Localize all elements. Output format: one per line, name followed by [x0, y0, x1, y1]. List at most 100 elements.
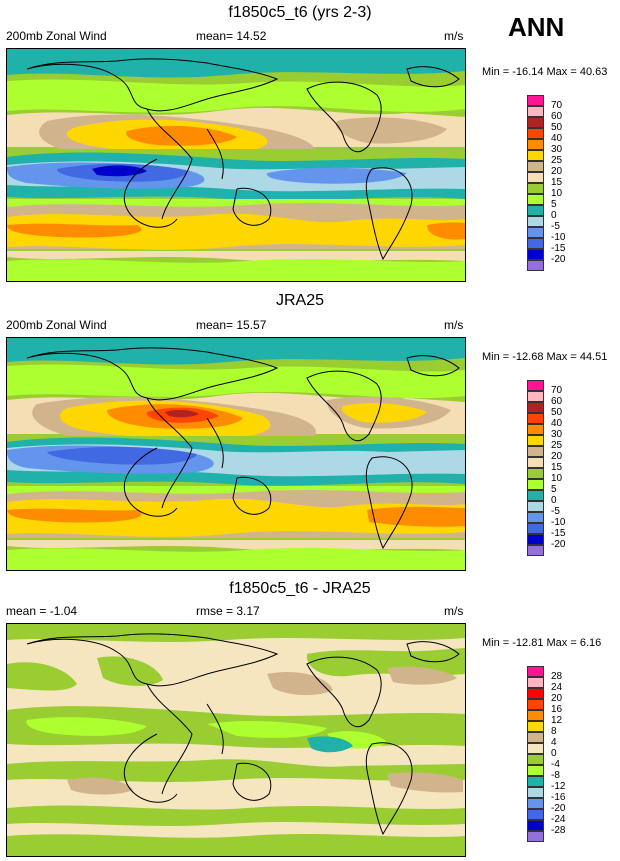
panel-3-contour-plot	[7, 624, 465, 856]
colorbar-tick-label: 15	[551, 177, 563, 188]
panel-2-mean: mean= 15.57	[196, 318, 267, 332]
panel-2-title: JRA25	[275, 292, 325, 309]
colorbar-swatch	[527, 765, 544, 776]
colorbar-tick-label: -20	[551, 803, 566, 814]
colorbar-tick-label: 16	[551, 704, 563, 715]
colorbar-swatch	[527, 479, 544, 490]
colorbar-tick-label: 0	[551, 495, 557, 506]
colorbar-tick-label: 60	[551, 396, 563, 407]
colorbar-swatch	[527, 820, 544, 831]
colorbar-swatch	[527, 205, 544, 216]
panel-3-mean: mean = -1.04	[6, 604, 78, 618]
colorbar-tick-label: 28	[551, 671, 563, 682]
colorbar-swatch	[527, 106, 544, 117]
colorbar-tick-label: 5	[551, 199, 557, 210]
panel-3-map	[6, 623, 466, 857]
panel-3-colorbar: 28 24 20 16 12 8 4 0 -4 -8 -12 -16 -20 -24 -28	[527, 666, 565, 842]
colorbar-tick-label: 50	[551, 407, 563, 418]
colorbar-swatch	[527, 139, 544, 150]
colorbar-swatch	[527, 490, 544, 501]
colorbar-swatch	[527, 183, 544, 194]
colorbar-swatch	[527, 413, 544, 424]
colorbar-swatch	[527, 117, 544, 128]
colorbar-tick-label: -10	[551, 232, 566, 243]
colorbar-tick-label: 20	[551, 693, 563, 704]
colorbar-tick-label: 10	[551, 473, 563, 484]
panel-2-units: m/s	[444, 318, 464, 332]
colorbar-tick-label: 20	[551, 451, 563, 462]
colorbar-swatch	[527, 391, 544, 402]
colorbar-swatch	[527, 809, 544, 820]
colorbar-swatch	[527, 710, 544, 721]
colorbar-tick-label: -20	[551, 254, 566, 265]
colorbar-tick-label: 4	[551, 737, 557, 748]
colorbar-tick-label: -5	[551, 221, 560, 232]
colorbar-swatch	[527, 677, 544, 688]
colorbar-tick-label: -15	[551, 528, 566, 539]
colorbar-tick-label: 0	[551, 210, 557, 221]
colorbar-swatch	[527, 743, 544, 754]
colorbar-tick-label: 25	[551, 440, 563, 451]
colorbar-swatch	[527, 249, 544, 260]
colorbar-tick-label: 25	[551, 155, 563, 166]
panel-2-minmax: Min = -12.68 Max = 44.51	[482, 351, 608, 363]
panel-2-field-label: 200mb Zonal Wind	[6, 318, 107, 332]
panel-1-mean: mean= 14.52	[196, 29, 267, 43]
colorbar-tick-label: 15	[551, 462, 563, 473]
colorbar-tick-label: -8	[551, 770, 560, 781]
colorbar-swatch	[527, 798, 544, 809]
colorbar-tick-label: -28	[551, 825, 566, 836]
colorbar-swatch	[527, 424, 544, 435]
colorbar-tick-label: 10	[551, 188, 563, 199]
colorbar-swatch	[527, 754, 544, 765]
colorbar-tick-label: 70	[551, 385, 563, 396]
colorbar-tick-label: 20	[551, 166, 563, 177]
colorbar-tick-label: 8	[551, 726, 557, 737]
colorbar-swatch	[527, 95, 544, 106]
panel-3-rmse: rmse = 3.17	[196, 604, 260, 618]
colorbar-tick-label: -10	[551, 517, 566, 528]
panel-1-map	[6, 48, 466, 282]
colorbar-swatch	[527, 172, 544, 183]
colorbar-swatch	[527, 787, 544, 798]
colorbar-tick-label: 40	[551, 133, 563, 144]
colorbar-tick-label: 50	[551, 122, 563, 133]
panel-1-units: m/s	[444, 29, 464, 43]
panel-1-colorbar: 70 60 50 40 30 25 20 15 10 5 0 -5 -10 -15 -20	[527, 95, 565, 271]
colorbar-swatch	[527, 446, 544, 457]
panel-3-title: f1850c5_t6 - JRA25	[229, 580, 371, 597]
colorbar-tick-label: 70	[551, 100, 563, 111]
panel-3-minmax: Min = -12.81 Max = 6.16	[482, 637, 602, 649]
colorbar-swatch	[527, 128, 544, 139]
colorbar-tick-label: -4	[551, 759, 560, 770]
colorbar-tick-label: 30	[551, 144, 563, 155]
colorbar-tick-label: 40	[551, 418, 563, 429]
colorbar-swatch	[527, 457, 544, 468]
colorbar-swatch	[527, 194, 544, 205]
colorbar-swatch	[527, 732, 544, 743]
panel-1-contour-plot	[7, 49, 465, 281]
colorbar-tick-label: -16	[551, 792, 566, 803]
colorbar-tick-label: -5	[551, 506, 560, 517]
season-label: ANN	[508, 12, 565, 42]
colorbar-tick-label: 0	[551, 748, 557, 759]
colorbar-tick-label: -20	[551, 539, 566, 550]
panel-3-units: m/s	[444, 604, 464, 618]
colorbar-swatch	[527, 699, 544, 710]
colorbar-swatch	[527, 776, 544, 787]
colorbar-swatch	[527, 468, 544, 479]
colorbar-swatch	[527, 380, 544, 391]
colorbar-swatch	[527, 688, 544, 699]
panel-2-colorbar: 70 60 50 40 30 25 20 15 10 5 0 -5 -10 -15 -20	[527, 380, 565, 556]
colorbar-tick-label: 12	[551, 715, 563, 726]
colorbar-tick-label: 30	[551, 429, 563, 440]
colorbar-swatch	[527, 227, 544, 238]
panel-2-contour-plot	[7, 338, 465, 570]
panel-2-map	[6, 337, 466, 571]
colorbar-swatch	[527, 435, 544, 446]
colorbar-tick-label: -12	[551, 781, 566, 792]
colorbar-swatch	[527, 534, 544, 545]
colorbar-swatch	[527, 831, 544, 842]
colorbar-swatch	[527, 666, 544, 677]
colorbar-swatch	[527, 545, 544, 556]
